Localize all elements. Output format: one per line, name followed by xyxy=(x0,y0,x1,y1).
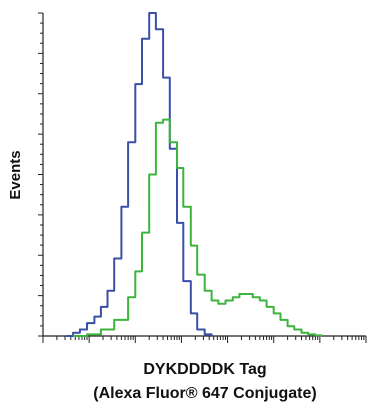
histogram-series-1 xyxy=(66,12,213,337)
y-axis-label: Events xyxy=(7,150,24,199)
y-axis-group xyxy=(38,12,44,337)
histogram-series-2 xyxy=(73,118,323,337)
x-axis-label-line1: DYKDDDDK Tag xyxy=(143,361,266,378)
x-axis-label-line2: (Alexa Fluor® 647 Conjugate) xyxy=(93,385,316,402)
x-axis-group xyxy=(42,335,367,343)
series-group xyxy=(66,12,323,337)
